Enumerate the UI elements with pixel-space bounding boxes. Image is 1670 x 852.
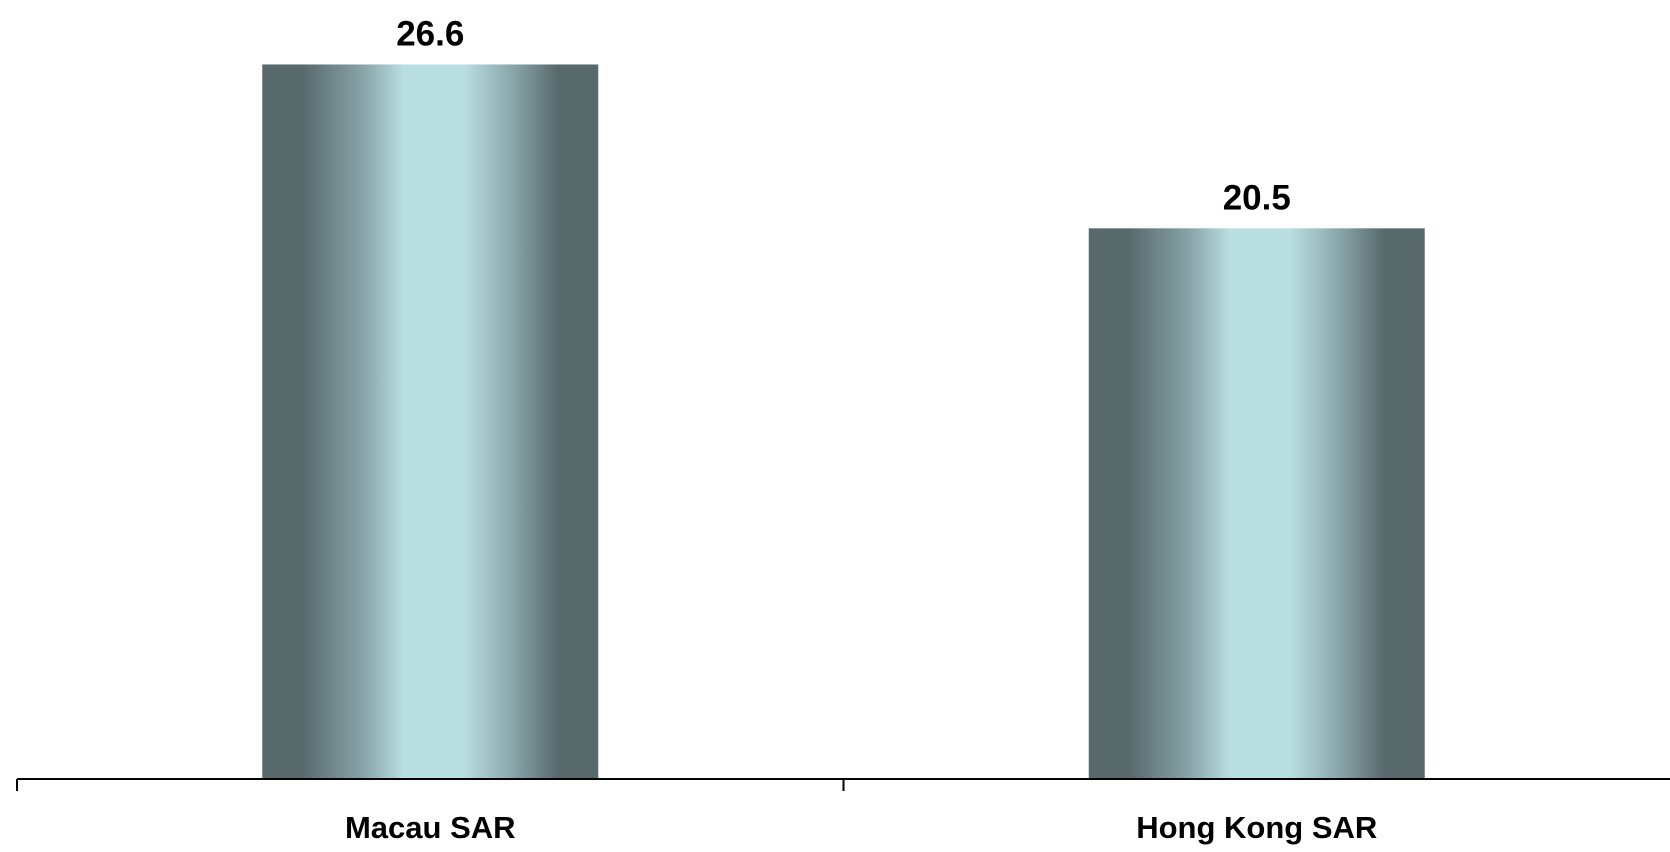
labels-layer: 26.6 Macau SAR 20.5 Hong Kong SAR	[345, 14, 1377, 845]
x-tick-label: Macau SAR	[345, 810, 516, 845]
data-label: 20.5	[1223, 178, 1291, 217]
data-label: 26.6	[396, 14, 464, 53]
bars-layer	[262, 64, 1425, 780]
bar-hong-kong-sar	[1088, 228, 1425, 780]
bar-macau-sar	[262, 64, 599, 779]
x-tick-label: Hong Kong SAR	[1136, 810, 1377, 845]
x-axis	[16, 778, 1670, 791]
